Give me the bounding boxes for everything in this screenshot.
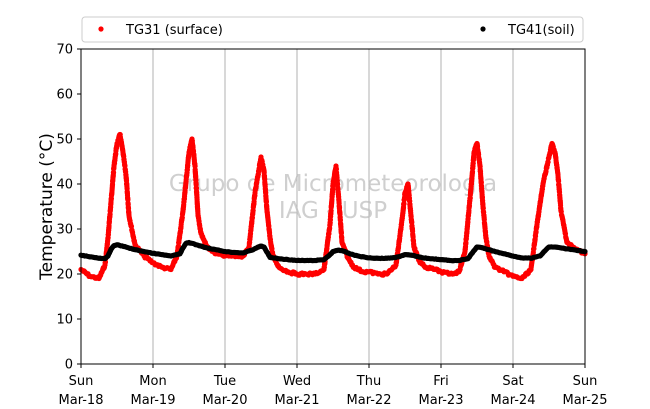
x-tick-label-date: Mar-19: [131, 393, 176, 408]
x-tick-label-date: Mar-20: [203, 393, 248, 408]
x-tick-label-day: Sat: [502, 374, 523, 389]
legend-box: [81, 16, 584, 43]
y-axis-title: Temperature (°C): [37, 133, 57, 281]
legend-marker: [480, 26, 486, 32]
x-axis: Sun Mar-18 Mon Mar-19 Tue Mar-20 Wed Mar-21 Thu M…: [59, 364, 608, 408]
legend-marker: [98, 26, 104, 32]
x-tick-label-date: Mar-24: [491, 393, 536, 408]
legend-label: TG41(soil): [507, 23, 575, 38]
series-marker: [401, 201, 407, 207]
y-axis: 0 10 20 30 40 50 60 70: [56, 43, 81, 373]
data-series: [78, 131, 588, 282]
x-tick-label-date: Mar-23: [419, 393, 464, 408]
y-tick-label: 50: [56, 133, 73, 148]
x-tick-label-day: Fri: [433, 374, 449, 389]
x-tick-label-day: Sun: [573, 374, 598, 389]
y-tick-label: 0: [65, 358, 73, 373]
x-tick-label-day: Sun: [69, 374, 94, 389]
y-tick-label: 10: [56, 313, 73, 328]
x-tick-label-day: Wed: [283, 374, 311, 389]
x-tick-label-date: Mar-25: [563, 393, 608, 408]
series-1: [78, 239, 588, 264]
x-tick-label-day: Thu: [356, 374, 381, 389]
y-tick-label: 40: [56, 178, 73, 193]
plot-frame: [80, 48, 586, 365]
y-tick-label: 60: [56, 88, 73, 103]
y-tick-label: 70: [56, 43, 73, 58]
gridlines: [152, 49, 514, 364]
x-tick-label-day: Tue: [213, 374, 236, 389]
x-tick-label-day: Mon: [139, 374, 166, 389]
y-tick-label: 30: [56, 223, 73, 238]
legend-label: TG31 (surface): [125, 23, 223, 38]
x-tick-label-date: Mar-18: [59, 393, 104, 408]
legend: TG31 (surface) TG41(soil): [81, 16, 584, 43]
x-tick-label-date: Mar-21: [275, 393, 320, 408]
y-tick-label: 20: [56, 268, 73, 283]
series-0: [78, 131, 588, 282]
x-tick-label-date: Mar-22: [347, 393, 392, 408]
series-marker: [110, 170, 117, 176]
